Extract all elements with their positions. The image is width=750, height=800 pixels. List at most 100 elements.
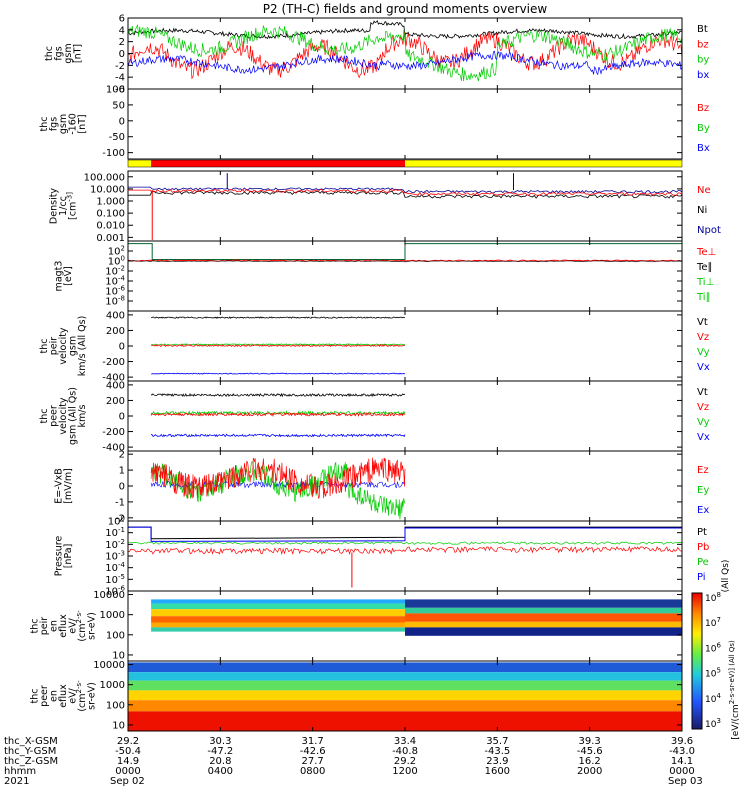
y-axis-label: thc xyxy=(39,409,50,424)
colorbar-tick-label: 104 xyxy=(705,692,721,705)
legend-entry: Bz xyxy=(697,103,709,114)
y-axis-label: (cm2-s- xyxy=(75,680,88,712)
y-axis-label: peir xyxy=(39,617,50,636)
legend-entry: Ex xyxy=(697,505,709,516)
colorbar-tick-label: 105 xyxy=(705,667,721,680)
xaxis-tick-value: 29.2 xyxy=(117,736,139,747)
y-axis-label: thc xyxy=(44,46,55,61)
y-tick-label: 10-5 xyxy=(105,573,125,586)
y-axis-label: thc xyxy=(30,689,41,704)
xaxis-tick-value: 39.6 xyxy=(671,736,693,747)
legend-entry: Ti∥ xyxy=(696,292,711,303)
y-tick-label: -200 xyxy=(102,427,125,438)
y-axis-label: km/s xyxy=(77,404,88,427)
xaxis-tick-value: 0800 xyxy=(300,766,325,777)
xaxis-tick-value: -40.8 xyxy=(392,746,418,757)
y-axis-label: en xyxy=(49,690,60,702)
y-axis-label: eV/ xyxy=(68,687,79,703)
y-axis-label: Density xyxy=(49,188,60,224)
spectrogram-band xyxy=(405,599,682,608)
y-tick-label: 6 xyxy=(119,14,125,25)
y-axis-label: thc xyxy=(39,339,50,354)
legend-entry: Vz xyxy=(697,402,709,413)
xaxis-tick-value: 35.7 xyxy=(486,736,508,747)
colorbar-label: [eV/(cm2-s-sr-eV)] (All Qs) xyxy=(728,640,741,740)
y-axis-label: thc xyxy=(30,619,41,634)
y-tick-label: 100 xyxy=(106,630,125,641)
y-tick-label: 10-6 xyxy=(105,585,125,598)
xaxis-tick-value: -43.5 xyxy=(484,746,510,757)
status-bar-segment xyxy=(128,160,152,167)
xaxis-tick-value: 20.8 xyxy=(209,756,231,767)
pi-line xyxy=(128,526,682,542)
date-label: Sep 02 xyxy=(110,776,145,787)
y-tick-label: -50 xyxy=(109,132,125,143)
spectrogram-band xyxy=(151,599,405,604)
bx-line xyxy=(127,50,683,76)
y-tick-label: 2 xyxy=(119,37,125,48)
xaxis-tick-value: -47.2 xyxy=(207,746,233,757)
y-tick-label: 102 xyxy=(108,245,125,258)
y-tick-label: 10-4 xyxy=(105,561,125,574)
y-tick-label: -6 xyxy=(115,85,125,96)
y-tick-label: -400 xyxy=(102,373,125,384)
y-axis-label: fgs xyxy=(53,46,64,60)
y-axis-label: gsm xyxy=(58,114,69,134)
y-axis-label: peir xyxy=(49,337,60,356)
colorbar-tick-label: 108 xyxy=(705,591,721,604)
y-axis-label: velocity xyxy=(58,327,69,365)
y-axis-label: fgs xyxy=(49,117,60,131)
y-tick-label: 0 xyxy=(119,412,125,423)
y-tick-label: -2 xyxy=(115,513,125,524)
y-tick-label: 10000 xyxy=(93,590,125,601)
y-tick-label: 10000 xyxy=(93,660,125,671)
xaxis-row-label: thc_Y-GSM xyxy=(4,746,56,757)
y-tick-label: 400 xyxy=(106,310,125,321)
xaxis-tick-value: 31.7 xyxy=(302,736,324,747)
vz-line xyxy=(150,344,405,348)
status-bar-frame xyxy=(127,159,683,168)
te-par-line xyxy=(127,260,683,263)
xaxis-tick-value: 1600 xyxy=(485,766,510,777)
y-axis-label: [eV] xyxy=(63,266,74,286)
y-axis-label: gsm (All Qs) xyxy=(68,387,79,445)
legend-entry: Vt xyxy=(697,317,708,328)
y-tick-label: 400 xyxy=(106,380,125,391)
xaxis-tick-value: 0400 xyxy=(208,766,233,777)
legend-entry: Npot xyxy=(697,225,721,236)
y-tick-label: -400 xyxy=(102,443,125,454)
y-tick-label: 4 xyxy=(119,25,125,36)
y-tick-label: 10-1 xyxy=(105,526,125,539)
xaxis-row-label: hhmm xyxy=(4,766,36,777)
y-tick-label: 0 xyxy=(119,482,125,493)
xaxis-tick-value: 14.1 xyxy=(671,756,693,767)
legend-entry: Ez xyxy=(697,465,709,476)
xaxis-tick-value: -43.0 xyxy=(669,746,695,757)
spectrogram-band xyxy=(405,613,682,622)
legend-entry: Vx xyxy=(697,432,710,443)
legend-entry: Ti⊥ xyxy=(696,277,714,288)
colorbar xyxy=(691,592,703,730)
y-tick-label: 100 xyxy=(106,700,125,711)
xaxis-tick-value: 39.3 xyxy=(579,736,601,747)
y-tick-label: 100 xyxy=(108,515,125,528)
status-bar-segment xyxy=(405,160,682,167)
spectrogram-band xyxy=(405,621,682,628)
y-tick-label: 10-4 xyxy=(105,275,125,288)
y-tick-label: 10.000 xyxy=(90,184,125,195)
xaxis-tick-value: -50.4 xyxy=(115,746,141,757)
y-tick-label: 2 xyxy=(119,450,125,461)
pe-line xyxy=(128,541,683,545)
y-tick-label: 100 xyxy=(106,85,125,96)
vt-line xyxy=(150,316,406,319)
y-tick-label: -200 xyxy=(102,357,125,368)
y-tick-label: 0.010 xyxy=(96,221,125,232)
spectrogram-band xyxy=(151,627,405,632)
xaxis-tick-value: 0000 xyxy=(669,766,694,777)
spectrogram-band xyxy=(128,680,682,691)
y-axis-label: peer xyxy=(49,405,60,427)
spectrogram-band xyxy=(405,627,682,636)
legend-entry: Pt xyxy=(697,527,707,538)
y-axis-label: eflux xyxy=(58,684,69,708)
